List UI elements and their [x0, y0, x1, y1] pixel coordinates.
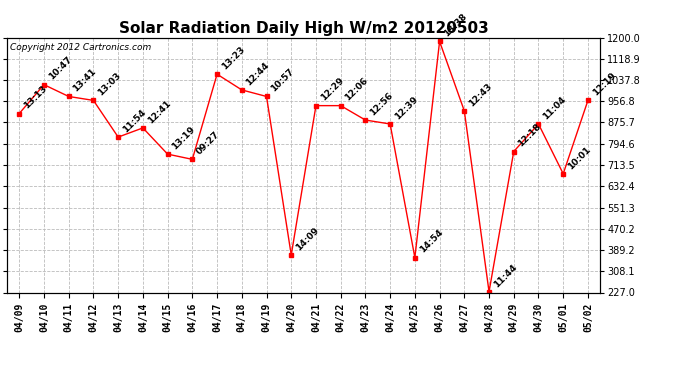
Text: 14:54: 14:54 — [417, 228, 444, 255]
Text: 10:01: 10:01 — [566, 145, 593, 171]
Text: 10:47: 10:47 — [47, 55, 73, 82]
Text: 12:39: 12:39 — [393, 94, 420, 121]
Title: Solar Radiation Daily High W/m2 20120503: Solar Radiation Daily High W/m2 20120503 — [119, 21, 489, 36]
Text: 13:03: 13:03 — [96, 71, 123, 98]
Text: 12:19: 12:19 — [591, 71, 618, 98]
Text: 09:27: 09:27 — [195, 130, 221, 157]
Text: 12:43: 12:43 — [467, 81, 494, 108]
Text: 10:57: 10:57 — [269, 67, 296, 94]
Text: 12:41: 12:41 — [146, 99, 172, 125]
Text: 12:18: 12:18 — [517, 122, 543, 149]
Text: Copyright 2012 Cartronics.com: Copyright 2012 Cartronics.com — [10, 43, 151, 52]
Text: 12:44: 12:44 — [244, 60, 271, 87]
Text: 11:04: 11:04 — [541, 94, 568, 121]
Text: 11:54: 11:54 — [121, 108, 148, 134]
Text: 14:09: 14:09 — [294, 225, 321, 252]
Text: 12:56: 12:56 — [368, 91, 395, 117]
Text: 12:06: 12:06 — [344, 76, 370, 103]
Text: 13:13: 13:13 — [22, 84, 49, 111]
Text: 13:38: 13:38 — [442, 12, 469, 39]
Text: 11:44: 11:44 — [492, 262, 519, 289]
Text: 13:19: 13:19 — [170, 124, 197, 152]
Text: 12:29: 12:29 — [319, 76, 346, 103]
Text: 13:23: 13:23 — [220, 45, 246, 71]
Text: 13:41: 13:41 — [72, 67, 98, 94]
